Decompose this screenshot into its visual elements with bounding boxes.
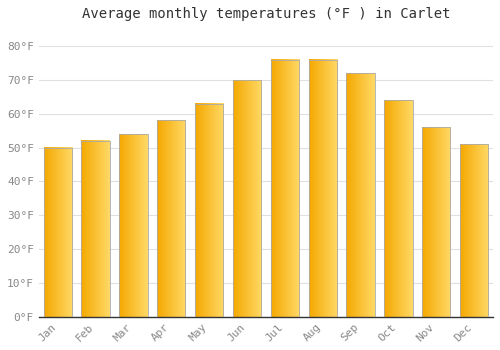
Bar <box>460 144 488 317</box>
Bar <box>119 134 148 317</box>
Bar <box>384 100 412 317</box>
Bar <box>44 148 72 317</box>
Bar <box>82 141 110 317</box>
Bar <box>195 104 224 317</box>
Bar <box>270 60 299 317</box>
Bar <box>157 120 186 317</box>
Bar <box>422 127 450 317</box>
Title: Average monthly temperatures (°F ) in Carlet: Average monthly temperatures (°F ) in Ca… <box>82 7 450 21</box>
Bar <box>346 73 375 317</box>
Bar <box>308 60 337 317</box>
Bar <box>233 80 261 317</box>
